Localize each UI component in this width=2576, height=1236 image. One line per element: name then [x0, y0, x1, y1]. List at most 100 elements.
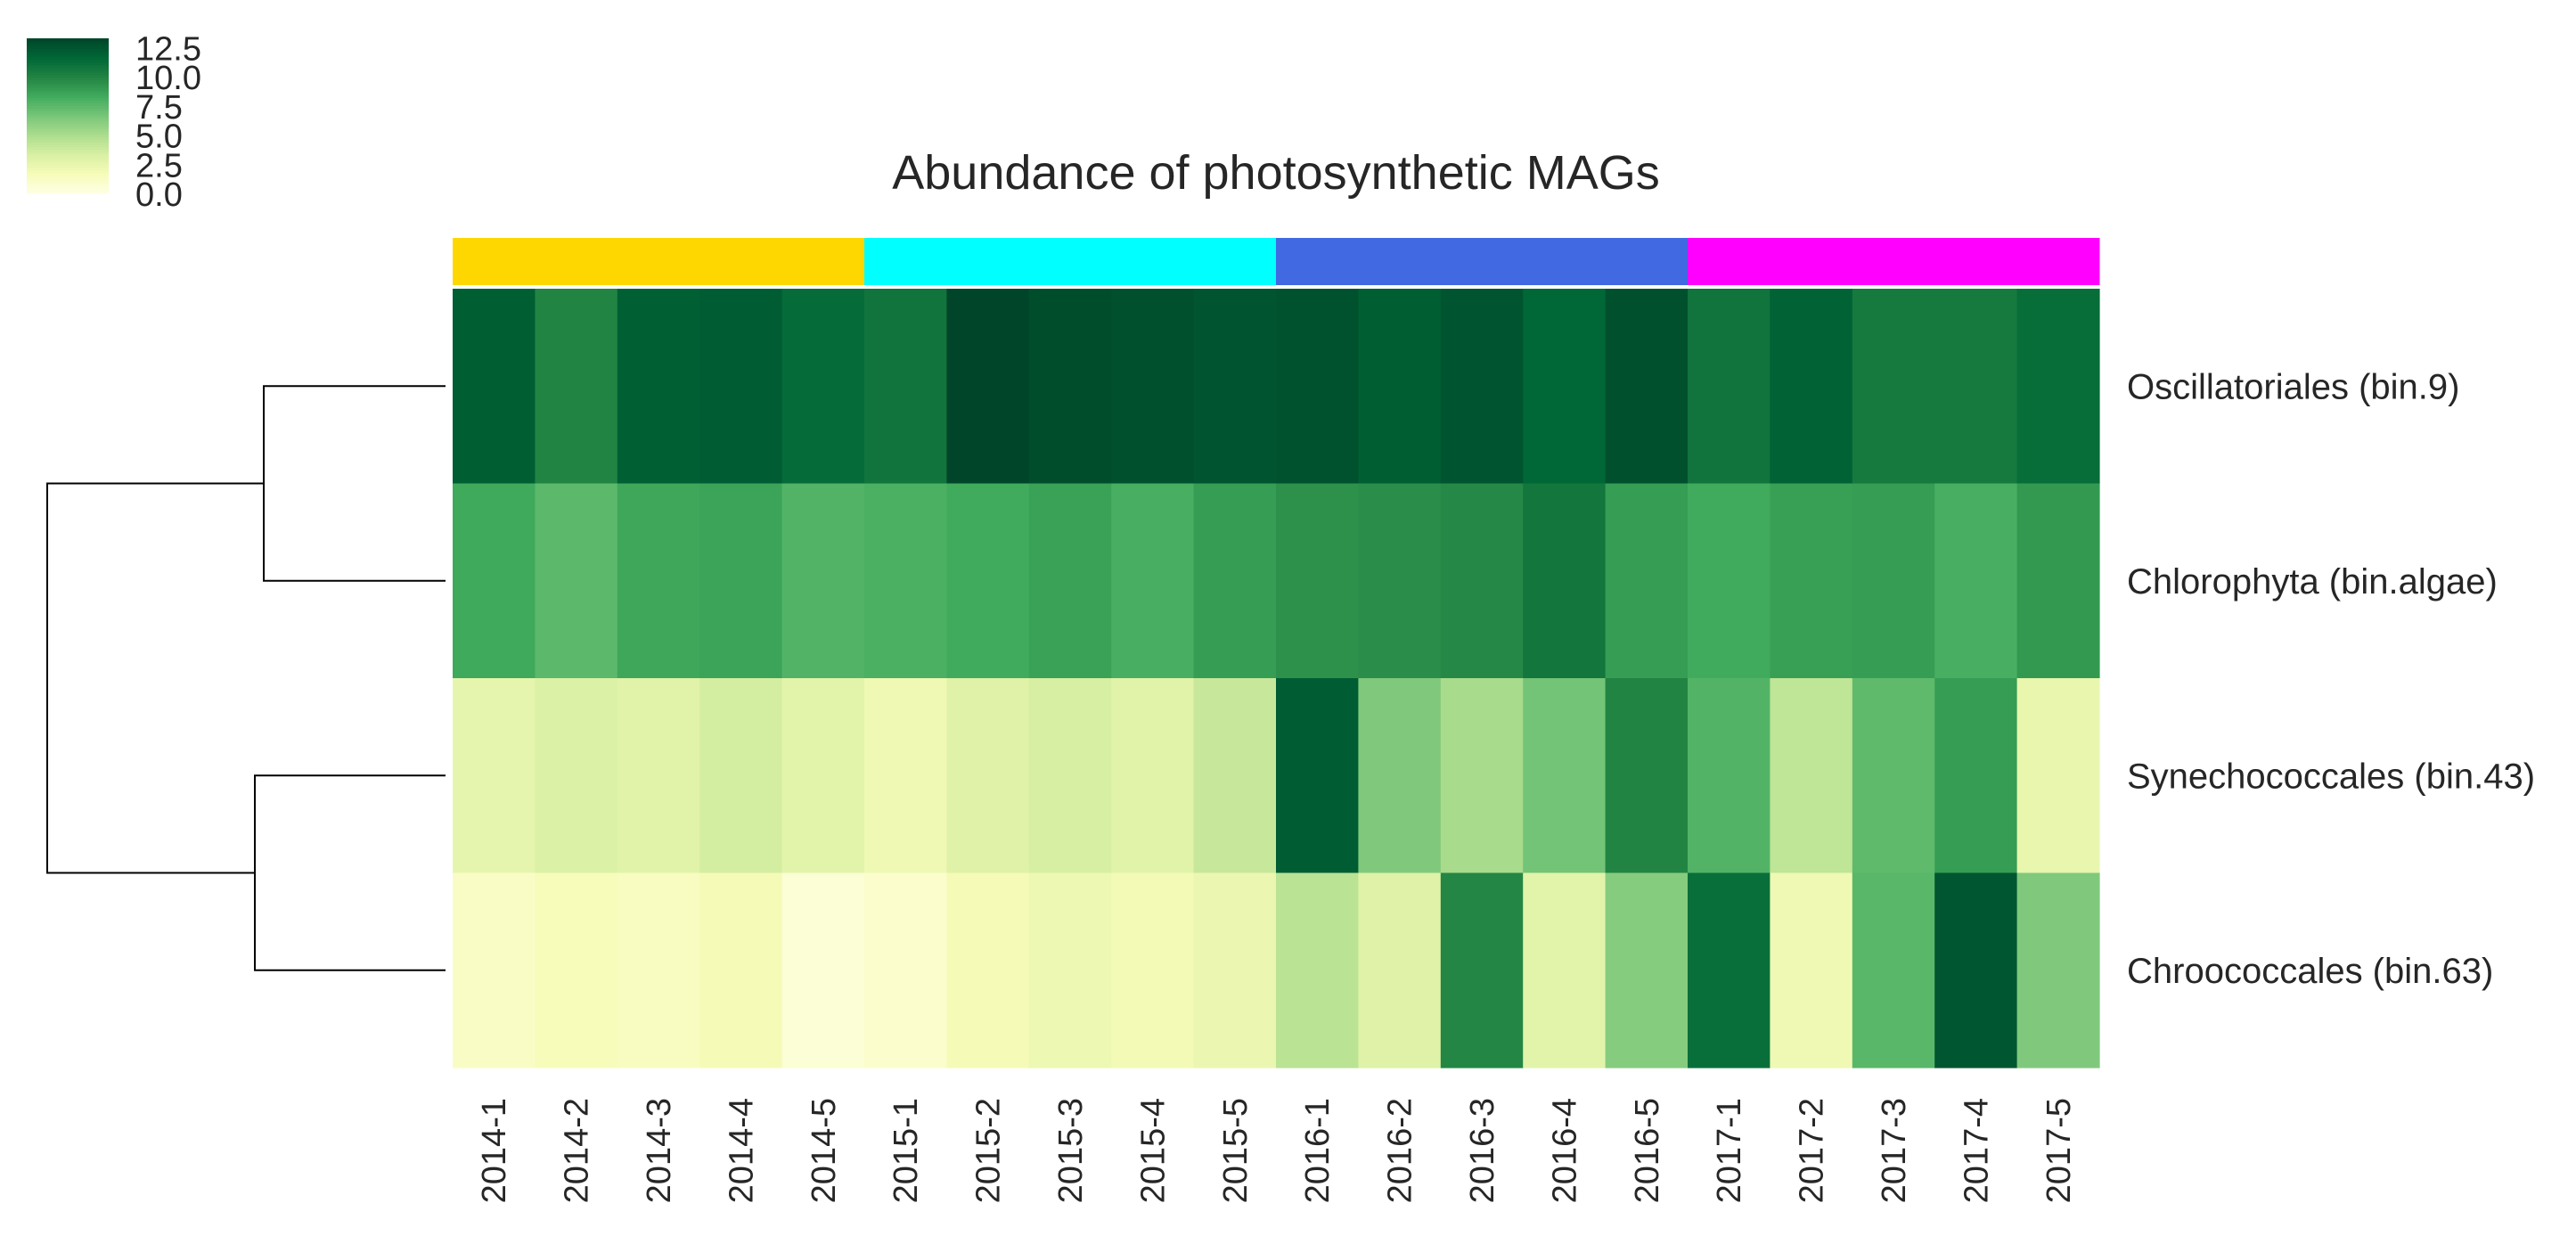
colorbar-segment: [27, 82, 109, 86]
heatmap-cell: [617, 289, 700, 485]
colorbar-segment: [27, 183, 109, 186]
colorbar-segment: [27, 128, 109, 132]
colorbar: 0.02.55.07.510.012.5: [27, 31, 201, 214]
heatmap-cell: [1688, 678, 1770, 874]
colorbar-tick-label: 7.5: [135, 89, 183, 127]
heatmap-cell: [617, 678, 700, 874]
colorbar-segment: [27, 143, 109, 148]
colorbar-segment: [27, 136, 109, 140]
colorbar-segment: [27, 118, 109, 122]
colorbar-segment: [27, 168, 109, 171]
heatmap-cell: [535, 483, 618, 679]
row-label: Chlorophyta (bin.algae): [2127, 562, 2498, 602]
colorbar-segment: [27, 105, 109, 109]
colorbar-segment: [27, 79, 109, 83]
colorbar-segment: [27, 64, 109, 68]
colorbar-segment: [27, 113, 109, 117]
heatmap-cell: [946, 678, 1030, 874]
year-color-bar: [453, 238, 2100, 285]
year-bar-segment: [1688, 238, 2100, 285]
heatmap-cell: [781, 872, 865, 1068]
colorbar-segment: [27, 74, 109, 78]
heatmap-cell: [1523, 678, 1607, 874]
heatmap-cell: [1605, 483, 1689, 679]
column-label: 2016-2: [1382, 1098, 1419, 1203]
colorbar-segment: [27, 131, 109, 135]
heatmap-cell: [1028, 289, 1112, 485]
heatmap-cell: [2016, 289, 2100, 485]
colorbar-segment: [27, 154, 109, 158]
column-label: 2016-3: [1464, 1098, 1501, 1203]
colorbar-segment: [27, 87, 109, 91]
colorbar-segment: [27, 149, 109, 153]
heatmap-cell: [1852, 678, 1935, 874]
heatmap-cell: [1934, 289, 2018, 485]
colorbar-segment: [27, 108, 109, 111]
column-label: 2017-5: [2040, 1098, 2078, 1203]
colorbar-segment: [27, 77, 109, 80]
heatmap-cell: [1028, 678, 1112, 874]
colorbar-segment: [27, 116, 109, 119]
heatmap-cell: [2016, 872, 2100, 1068]
heatmap-cell: [1605, 678, 1689, 874]
heatmap-cell: [864, 483, 947, 679]
colorbar-segment: [27, 102, 109, 106]
colorbar-segment: [27, 45, 109, 50]
heatmap-cell: [1605, 872, 1689, 1068]
heatmap-cell: [1440, 483, 1524, 679]
heatmap-cell: [1111, 872, 1195, 1068]
dendrogram-link: [46, 482, 264, 874]
heatmap-cell: [1276, 483, 1359, 679]
colorbar-segment: [27, 38, 109, 42]
heatmap-cell: [1193, 678, 1277, 874]
colorbar-segment: [27, 177, 109, 182]
colorbar-segment: [27, 134, 109, 137]
colorbar-tick-label: 10.0: [135, 60, 201, 97]
heatmap-cell: [699, 678, 783, 874]
colorbar-segment: [27, 151, 109, 156]
heatmap-cell: [1111, 678, 1195, 874]
heatmap-cell: [1852, 872, 1935, 1068]
column-label: 2017-3: [1876, 1098, 1913, 1203]
colorbar-tick-label: 5.0: [135, 119, 183, 156]
heatmap-cell: [864, 678, 947, 874]
colorbar-segment: [27, 100, 109, 104]
heatmap-cell: [1523, 289, 1607, 485]
heatmap-cell: [864, 289, 947, 485]
heatmap-cell: [1934, 678, 2018, 874]
colorbar-segment: [27, 157, 109, 160]
heatmap-cell: [1193, 872, 1277, 1068]
heatmap-cell: [1523, 872, 1607, 1068]
colorbar-segment: [27, 126, 109, 130]
column-label: 2017-1: [1711, 1098, 1748, 1203]
colorbar-segment: [27, 175, 109, 179]
colorbar-segment: [27, 165, 109, 168]
column-label: 2015-3: [1052, 1098, 1090, 1203]
colorbar-tick-label: 12.5: [135, 31, 201, 69]
heatmap-cell: [1852, 289, 1935, 485]
heatmap-cell: [1688, 872, 1770, 1068]
row-labels: Oscillatoriales (bin.9) Chlorophyta (bin.…: [2127, 367, 2535, 991]
colorbar-segment: [27, 71, 109, 76]
colorbar-segment: [27, 169, 109, 174]
colorbar-segment: [27, 69, 109, 73]
heatmap-cell: [1688, 289, 1770, 485]
heatmap-cell: [1770, 289, 1853, 485]
heatmap-cell: [1193, 289, 1277, 485]
dendrogram-link: [263, 385, 446, 582]
heatmap-cell: [1852, 483, 1935, 679]
column-label: 2014-4: [723, 1098, 760, 1203]
heatmap-cell: [1193, 483, 1277, 679]
heatmap-cell: [1523, 483, 1607, 679]
colorbar-segment: [27, 191, 109, 194]
column-label: 2016-1: [1299, 1098, 1337, 1203]
heatmap-cell: [1028, 483, 1112, 679]
heatmap-cell: [617, 483, 700, 679]
dendrogram-link: [254, 774, 446, 971]
colorbar-segment: [27, 139, 109, 143]
heatmap-cell: [1440, 872, 1524, 1068]
heatmap-cell: [453, 678, 536, 874]
heatmap-cell: [1934, 872, 2018, 1068]
